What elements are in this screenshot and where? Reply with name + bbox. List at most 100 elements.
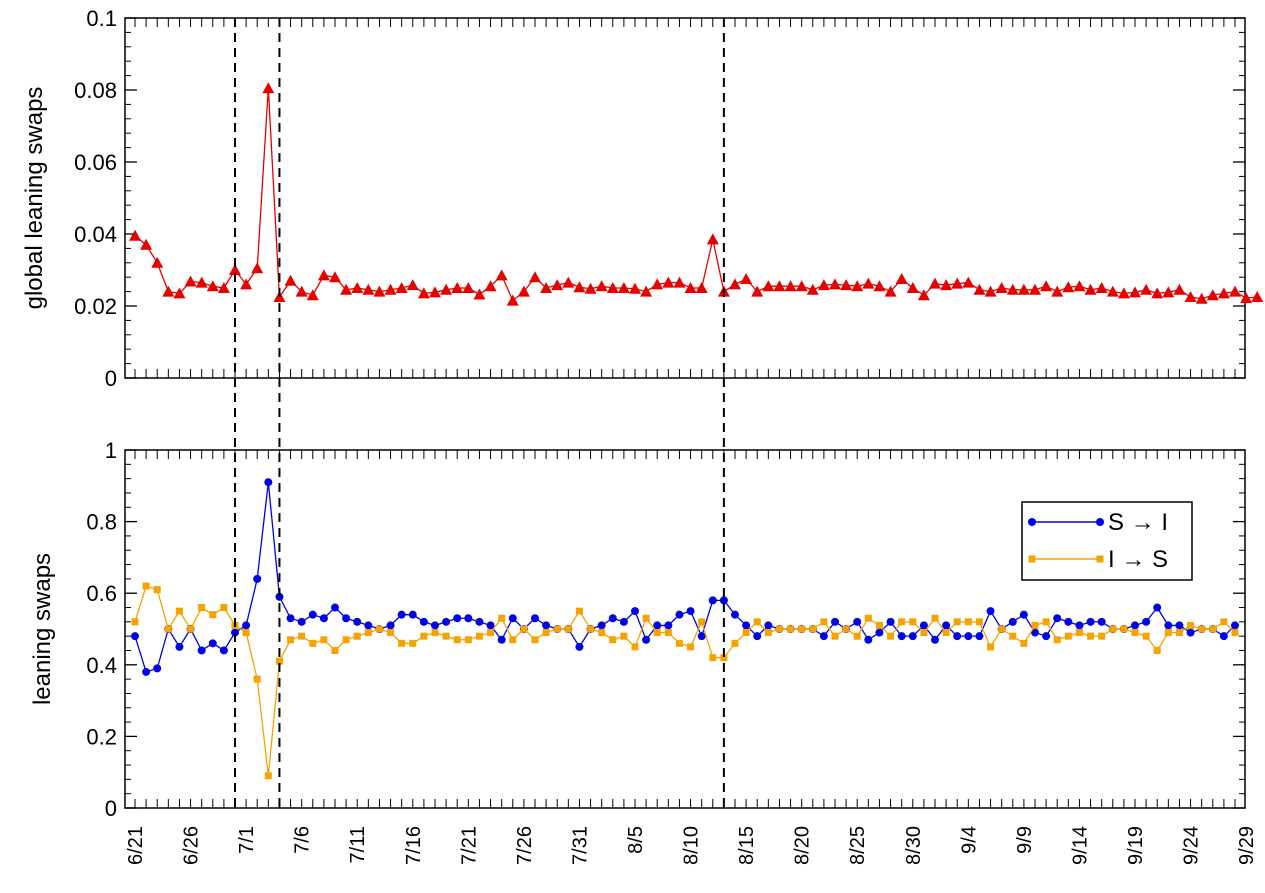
data-point [795,280,808,292]
data-point [373,285,386,297]
data-point [1075,629,1083,637]
data-point [764,621,773,630]
data-point [1175,621,1184,630]
data-point [731,639,739,647]
data-point [219,646,228,655]
data-point [1231,629,1239,637]
data-point [975,618,983,626]
data-point [153,664,162,673]
data-point [509,636,517,644]
data-point [584,282,597,294]
data-point [751,285,764,297]
data-point [831,632,839,640]
data-point [998,625,1006,633]
data-point [875,621,883,629]
x-tick-label: 7/6 [292,826,314,854]
event-markers [234,18,725,808]
data-point [606,282,619,293]
data-point [1175,629,1183,637]
data-point [329,271,341,283]
data-point [497,635,506,644]
data-point [706,233,719,245]
data-point [195,276,208,288]
top-plot-frame [124,17,1246,379]
data-point [475,617,484,626]
data-point [675,639,683,647]
data-point [1217,287,1230,299]
data-point [1195,292,1208,304]
data-point [508,614,517,623]
data-point [131,618,139,626]
data-point [551,279,564,291]
data-point [1087,632,1095,640]
data-point [553,625,561,633]
data-point [1198,625,1206,633]
data-point [631,643,639,651]
data-point [642,614,650,622]
data-point [264,478,273,487]
data-point [962,276,975,288]
data-point [573,281,586,293]
x-tick-label: 9/19 [1125,826,1147,865]
data-point [629,282,641,294]
x-tick-label: 9/24 [1181,826,1203,865]
data-point [931,614,939,622]
data-point [1131,621,1139,630]
bottom-y-tick-label: 0 [105,796,117,821]
x-tick-label: 7/26 [514,826,536,865]
data-point [898,618,906,626]
data-point [342,614,351,623]
data-point [184,275,197,287]
data-point [995,282,1008,293]
data-point [1251,291,1264,302]
data-point [617,282,630,293]
data-point [417,287,430,299]
data-point [506,294,519,306]
data-point [687,643,695,651]
data-point [1129,286,1141,298]
data-point [1173,283,1186,295]
data-point [673,276,686,288]
data-point [451,282,464,293]
x-tick-label: 7/16 [403,826,425,865]
data-point [773,280,786,292]
data-point [240,278,253,290]
data-point [1020,639,1028,647]
global-leaning-swaps-panel: 0 0.02 0.04 0.06 0.08 0.1 global leaning swaps [21,6,1264,391]
data-point [309,639,317,647]
data-point [351,282,364,293]
data-point [362,283,375,295]
data-point [897,632,906,641]
data-point [131,632,139,641]
data-point [1187,621,1195,629]
data-point [531,614,539,623]
data-point [820,618,828,626]
x-tick-label: 8/25 [847,826,869,865]
data-point [1142,617,1151,626]
top-series-0 [129,82,1264,306]
data-point [564,625,572,633]
data-point [851,280,864,292]
data-point [753,618,761,626]
data-point [798,625,806,633]
data-point [1229,285,1241,297]
data-point [1106,285,1119,297]
data-point [853,632,861,640]
data-point [262,82,275,94]
data-point [406,279,419,291]
data-point [764,629,772,637]
bottom-series-1 [131,582,1239,780]
data-point [951,277,964,289]
data-point [1053,636,1061,644]
data-point [1095,282,1108,293]
data-point [442,632,450,640]
data-point [1040,280,1053,292]
data-point [308,610,317,619]
bottom-y-tick-label: 0.4 [86,653,117,678]
bottom-y-tick-label: 0.6 [86,581,117,606]
data-point [742,629,750,637]
data-point [542,621,551,630]
data-point [986,607,995,616]
data-point [1051,285,1064,297]
data-point [429,286,441,298]
